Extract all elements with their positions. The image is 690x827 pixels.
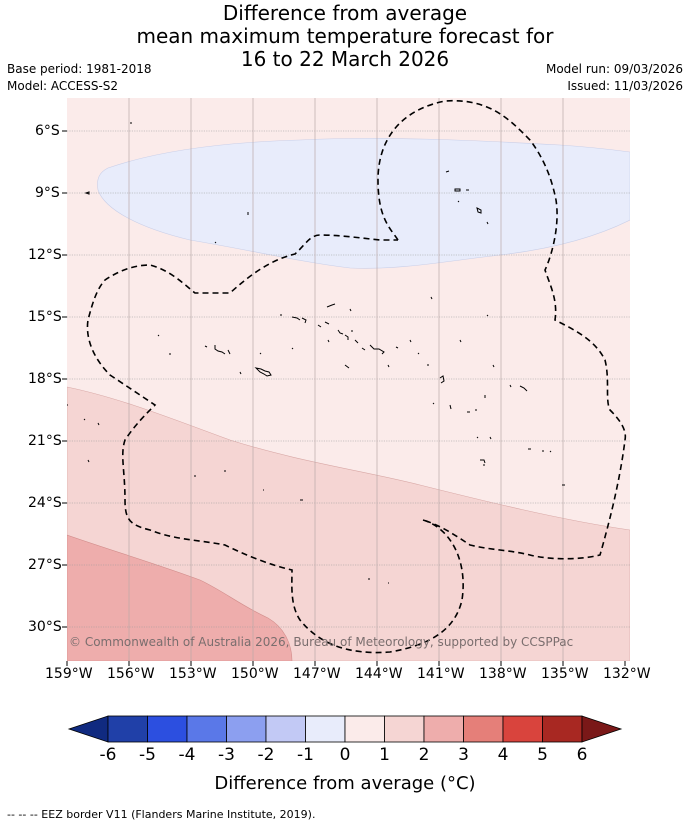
copyright-watermark: © Commonwealth of Australia 2026, Bureau…	[69, 635, 573, 649]
lat-label: 12°S	[28, 247, 62, 263]
lon-label: 156°W	[107, 666, 155, 682]
colorbar-tick: -6	[99, 745, 117, 765]
longitude-gridlines	[128, 98, 564, 661]
colorbar-tick: 2	[418, 745, 430, 765]
lat-label: 24°S	[28, 495, 62, 511]
lon-label: 159°W	[45, 666, 93, 682]
colorbar-tick: -3	[218, 745, 235, 765]
lon-label: 138°W	[479, 666, 527, 682]
map-title-line2: mean maximum temperature forecast for	[136, 24, 554, 48]
eez-border	[377, 99, 627, 560]
lat-label: 9°S	[35, 185, 60, 201]
model-name: Model: ACCESS-S2	[7, 79, 119, 93]
colorbar-high-extend	[581, 715, 623, 743]
lon-label: 135°W	[541, 666, 589, 682]
colorbar-swatch	[305, 715, 346, 743]
eez-border-south	[86, 234, 464, 654]
lat-label: 15°S	[28, 309, 62, 325]
colorbar-tick: -4	[178, 745, 196, 765]
lat-label: 6°S	[35, 123, 60, 139]
colorbar	[67, 715, 623, 743]
eez-legend: -- -- -- EEZ border V11 (Flanders Marine…	[7, 808, 316, 821]
colorbar-swatch	[147, 715, 188, 743]
lat-label: 30°S	[28, 619, 62, 635]
lon-label: 147°W	[293, 666, 341, 682]
colorbar-tick: -1	[297, 745, 314, 765]
lat-label: 21°S	[28, 433, 62, 449]
colorbar-swatch	[463, 715, 504, 743]
lon-label: 153°W	[169, 666, 217, 682]
colorbar-swatch	[384, 715, 425, 743]
colorbar-swatch	[542, 715, 583, 743]
lon-label: 150°W	[231, 666, 279, 682]
colorbar-tick: -2	[257, 745, 275, 765]
model-run-date: Model run: 09/03/2026	[545, 62, 683, 76]
lon-label: 144°W	[355, 666, 403, 682]
colorbar-swatch	[265, 715, 306, 743]
colorbar-tick: 1	[379, 745, 390, 765]
colorbar-title: Difference from average (°C)	[214, 773, 476, 794]
map-title-line3: 16 to 22 March 2026	[240, 47, 450, 71]
anomaly-zone-minus1-to-0	[97, 138, 630, 269]
lon-label: 132°W	[603, 666, 651, 682]
lat-label: 27°S	[28, 557, 62, 573]
colorbar-swatch	[423, 715, 464, 743]
axis-ticks	[62, 130, 626, 666]
map-title-line1: Difference from average	[222, 1, 468, 25]
colorbar-tick: -5	[139, 745, 156, 765]
colorbar-swatch	[186, 715, 227, 743]
colorbar-tick: 0	[339, 745, 351, 765]
colorbar-low-extend	[67, 715, 109, 743]
colorbar-swatch	[502, 715, 543, 743]
colorbar-swatch	[344, 715, 385, 743]
islands	[67, 122, 565, 584]
base-period: Base period: 1981-2018	[7, 62, 152, 76]
colorbar-tick: 6	[576, 745, 588, 765]
issued-date: Issued: 11/03/2026	[567, 79, 683, 93]
latitude-gridlines	[67, 130, 630, 628]
colorbar-swatch	[226, 715, 267, 743]
anomaly-zone-2-to-3	[67, 534, 293, 661]
colorbar-tick: 3	[458, 745, 469, 765]
lon-label: 141°W	[417, 666, 465, 682]
lat-label: 18°S	[28, 371, 62, 387]
colorbar-tick: 5	[537, 745, 548, 765]
colorbar-swatch	[107, 715, 148, 743]
colorbar-tick: 4	[497, 745, 509, 765]
